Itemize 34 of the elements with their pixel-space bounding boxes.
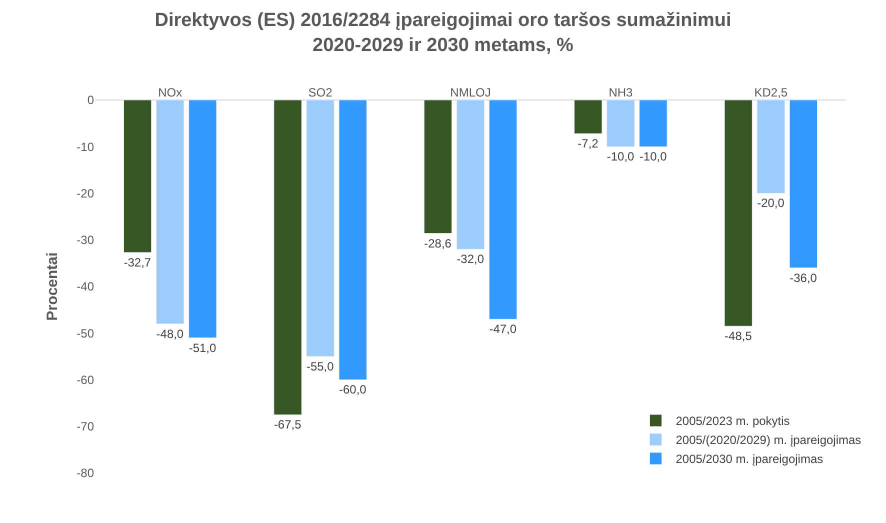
data-label: -10,0 <box>639 150 668 164</box>
y-tick-label: -40 <box>76 280 94 294</box>
chart-title: Direktyvos (ES) 2016/2284 įpareigojimai oro taršos sumažinimui 2020-2029 ir 2030 metams, % <box>154 10 732 56</box>
data-label: -28,6 <box>424 236 452 250</box>
y-axis-title: Procentai <box>44 252 61 321</box>
y-tick-label: -80 <box>76 466 94 480</box>
x-tick-label: SO2 <box>308 86 333 100</box>
x-tick-label: NMLOJ <box>450 86 491 100</box>
y-tick-label: -30 <box>76 233 94 248</box>
data-label: -48,0 <box>156 326 184 341</box>
data-label: -32,0 <box>456 252 484 266</box>
data-label: -51,0 <box>188 340 216 355</box>
legend-label: 2005/(2020/2029) m. įpareigojimas <box>676 433 862 448</box>
data-label: -60,0 <box>339 382 367 397</box>
y-tick-label: -20 <box>76 186 94 200</box>
data-label: -32,7 <box>124 255 152 270</box>
x-tick-label: NH3 <box>608 86 634 100</box>
data-label: -36,0 <box>790 270 818 285</box>
legend-label: 2005/2023 m. pokytis <box>676 414 790 428</box>
data-label: -20,0 <box>757 196 785 210</box>
y-tick-label: -50 <box>76 326 94 340</box>
data-label: -55,0 <box>306 359 334 374</box>
legend-label: 2005/2030 m. įpareigojimas <box>676 452 824 466</box>
data-label: -7,2 <box>578 136 599 151</box>
x-tick-label: NOx <box>158 86 182 100</box>
x-tick-label: KD2,5 <box>754 86 788 100</box>
y-tick-label: -10 <box>76 140 94 154</box>
data-label: -10,0 <box>606 150 635 164</box>
y-tick-label: 0 <box>87 93 94 108</box>
data-label: -47,0 <box>489 322 517 336</box>
data-label: -48,5 <box>724 329 752 344</box>
y-tick-label: -70 <box>76 420 94 434</box>
y-tick-label: -60 <box>76 372 94 387</box>
data-label: -67,5 <box>274 418 302 432</box>
